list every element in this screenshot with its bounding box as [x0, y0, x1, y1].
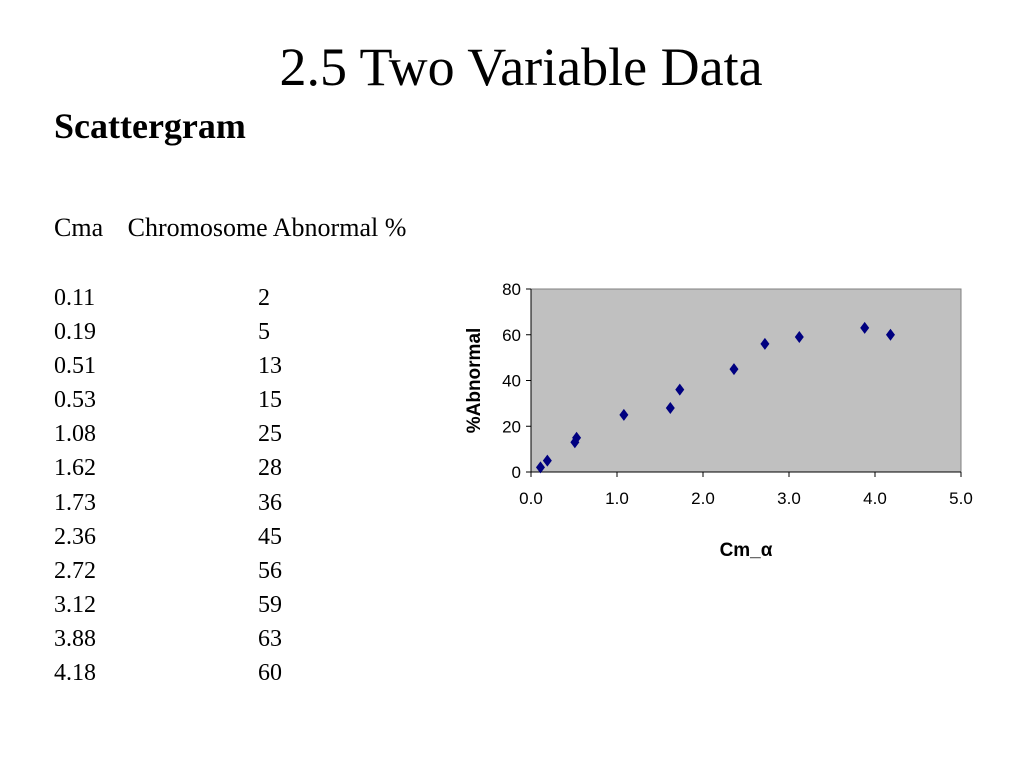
data-point — [572, 431, 582, 444]
cma-value: 1.73 — [54, 489, 96, 516]
y-tick-label: 40 — [502, 372, 521, 391]
y-axis-title: %Abnormal — [464, 328, 485, 434]
cma-value: 2.36 — [54, 523, 96, 550]
x-tick-label: 2.0 — [691, 489, 715, 508]
cma-value: 3.12 — [54, 591, 96, 618]
data-point — [794, 331, 804, 344]
x-tick-label: 3.0 — [777, 489, 801, 508]
data-point — [675, 383, 685, 396]
y-tick-label: 80 — [502, 280, 521, 299]
data-point — [760, 337, 770, 350]
table-header-cma: Cma — [54, 213, 104, 242]
table-row: 2.36 45 — [54, 523, 314, 557]
x-tick-label: 4.0 — [863, 489, 887, 508]
table-row: 0.51 13 — [54, 352, 314, 386]
table-row: 3.12 59 — [54, 591, 314, 625]
abnormal-value: 25 — [258, 421, 282, 448]
abnormal-value: 36 — [258, 489, 282, 516]
cma-value: 0.19 — [54, 319, 96, 346]
slide-subtitle: Scattergram — [54, 106, 246, 146]
plot-area — [530, 288, 962, 473]
table-row: 3.88 63 — [54, 625, 314, 659]
table-header-abnormal: Chromosome Abnormal % — [127, 213, 407, 242]
cma-value: 0.51 — [54, 353, 96, 380]
table-row: 0.53 15 — [54, 386, 314, 420]
cma-value: 1.08 — [54, 421, 96, 448]
abnormal-value: 2 — [258, 285, 270, 311]
x-tick-label: 0.0 — [519, 489, 543, 508]
table-row: 1.62 28 — [54, 454, 314, 488]
table-row: 1.73 36 — [54, 489, 314, 523]
abnormal-value: 56 — [258, 557, 282, 584]
y-tick-label: 20 — [502, 417, 521, 436]
scatter-chart: 0 20 40 60 80 0.0 1.0 2.0 3.0 4.0 5.0 Cm_α %Abnormal — [464, 280, 973, 561]
cma-value: 0.53 — [54, 387, 96, 414]
x-axis-title: Cm_α — [720, 540, 773, 561]
table-row: 0.19 5 — [54, 318, 314, 352]
y-tick-label: 60 — [502, 326, 521, 345]
x-tick-label: 5.0 — [949, 489, 973, 508]
data-point — [665, 401, 675, 414]
cma-value: 0.11 — [54, 285, 96, 311]
cma-value: 2.72 — [54, 557, 96, 584]
data-table: 0.11 2 0.19 5 0.51 13 0.53 15 1.08 25 1.62 28 1.73 36… — [54, 284, 314, 693]
data-point — [885, 328, 895, 341]
cma-value: 3.88 — [54, 625, 96, 652]
x-tick-label: 1.0 — [605, 489, 629, 508]
abnormal-value: 45 — [258, 523, 282, 550]
data-point — [860, 321, 870, 334]
y-tick-label: 0 — [512, 463, 521, 482]
data-point — [619, 408, 629, 421]
abnormal-value: 60 — [258, 660, 282, 687]
abnormal-value: 5 — [258, 319, 270, 346]
table-row: 4.18 60 — [54, 659, 314, 693]
cma-value: 1.62 — [54, 455, 96, 482]
abnormal-value: 13 — [258, 353, 282, 380]
data-point — [729, 363, 739, 376]
abnormal-value: 28 — [258, 455, 282, 482]
table-row: 2.72 56 — [54, 557, 314, 591]
abnormal-value: 15 — [258, 387, 282, 414]
table-row: 0.11 2 — [54, 284, 314, 318]
abnormal-value: 63 — [258, 625, 282, 652]
cma-value: 4.18 — [54, 660, 96, 687]
abnormal-value: 59 — [258, 591, 282, 618]
data-point — [542, 454, 552, 467]
slide-title: 2.5 Two Variable Data — [279, 37, 763, 97]
table-header: Cma Chromosome Abnormal % — [54, 212, 406, 244]
data-point — [535, 461, 545, 474]
table-row: 1.08 25 — [54, 420, 314, 454]
